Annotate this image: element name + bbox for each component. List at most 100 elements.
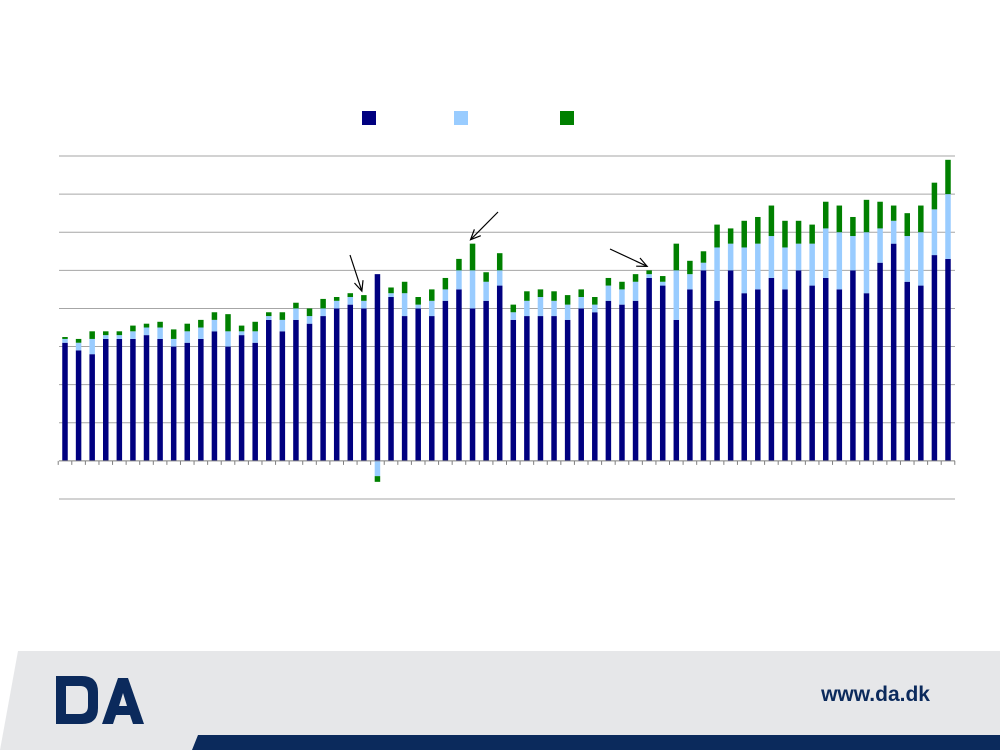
da-logo	[56, 676, 144, 724]
bar-series-1-25	[388, 297, 394, 461]
bar-series-3-9	[170, 329, 177, 339]
bar-series-1-63	[904, 281, 910, 461]
bar-series-2-36	[537, 297, 544, 317]
bar-series-3-58	[836, 205, 843, 233]
bar-series-2-29	[442, 289, 449, 301]
bar-series-1-65	[931, 255, 938, 461]
footer-url[interactable]: www.da.dk	[821, 683, 930, 706]
bar-series-2-50	[727, 243, 734, 271]
bar-series-1-58	[836, 289, 843, 461]
bar-series-1-64	[918, 285, 924, 461]
bar-series-1-38	[564, 319, 571, 461]
bar-series-3-41	[605, 277, 612, 286]
bar-series-2-9	[170, 338, 177, 347]
bar-series-2-30	[456, 270, 462, 290]
bar-series-1-28	[429, 316, 435, 461]
bar-series-2-20	[320, 308, 326, 317]
bar-series-3-22	[347, 293, 354, 298]
bar-series-3-19	[306, 308, 313, 317]
bar-series-3-26	[401, 281, 408, 294]
bar-series-2-43	[632, 281, 639, 301]
bar-series-2-48	[700, 262, 707, 271]
bar-series-1-45	[659, 285, 666, 461]
bar-series-1-33	[496, 285, 503, 461]
bar-series-1-37	[551, 316, 557, 461]
bar-series-1-24	[374, 274, 381, 461]
annotation-arrowhead-1	[354, 280, 364, 293]
bar-series-2-61	[877, 228, 883, 263]
footer-grey-panel	[0, 651, 1000, 750]
bar-series-1-22	[347, 304, 354, 461]
bar-series-2-54	[782, 247, 788, 290]
legend-swatch-series-1	[362, 111, 376, 125]
bar-series-3-39	[578, 289, 584, 298]
bar-series-3-34	[510, 304, 517, 313]
bar-series-1-29	[442, 300, 449, 461]
bar-series-2-8	[157, 327, 163, 339]
bar-series-3-36	[537, 289, 544, 298]
bar-series-2-62	[890, 220, 897, 244]
bar-series-3-59	[850, 216, 856, 237]
bar-series-1-46	[673, 319, 680, 461]
bar-series-3-47	[687, 260, 693, 275]
bar-series-3-20	[320, 298, 326, 309]
bar-series-1-14	[238, 335, 245, 461]
bar-series-3-43	[632, 274, 639, 282]
bar-series-3-57	[822, 201, 829, 229]
chart-legend	[0, 111, 1000, 127]
bar-series-2-63	[904, 236, 910, 282]
legend-swatch-series-3	[560, 111, 574, 125]
bar-series-3-40	[592, 297, 598, 305]
bar-series-3-37	[551, 291, 557, 301]
bar-series-1-60	[863, 293, 870, 461]
bar-series-2-59	[850, 236, 856, 271]
bar-series-3-2	[75, 338, 82, 343]
bar-series-3-33	[496, 253, 503, 271]
bar-series-2-14	[238, 331, 245, 336]
bar-series-1-17	[279, 331, 286, 461]
bar-series-2-51	[741, 247, 747, 294]
bar-series-1-43	[632, 300, 639, 461]
bar-series-1-21	[333, 308, 340, 461]
bar-series-2-10	[184, 331, 191, 343]
bar-series-2-21	[333, 300, 340, 309]
bar-series-3-25	[388, 287, 394, 294]
bar-series-2-17	[279, 319, 286, 332]
bar-series-1-41	[605, 300, 612, 461]
bar-series-2-58	[836, 232, 843, 290]
bar-series-1-36	[537, 316, 544, 461]
bar-series-2-55	[795, 243, 802, 271]
bar-series-1-39	[578, 308, 584, 461]
bar-series-3-62	[890, 205, 897, 221]
bar-series-1-52	[755, 289, 761, 461]
bar-series-3-31	[469, 243, 476, 271]
bar-series-2-11	[198, 327, 204, 339]
bar-series-1-20	[320, 316, 326, 461]
bar-series-2-27	[415, 304, 421, 309]
bar-series-3-1	[62, 337, 68, 339]
bar-series-1-66	[945, 258, 951, 461]
bar-series-3-6	[130, 325, 136, 332]
annotation-arrow-3	[609, 248, 648, 267]
bar-series-2-25	[388, 293, 394, 298]
bar-series-2-24	[374, 460, 381, 477]
bar-series-3-54	[782, 220, 788, 248]
bar-series-3-44	[646, 270, 652, 275]
bar-series-2-32	[483, 281, 489, 301]
bar-series-1-59	[850, 270, 856, 461]
bar-series-2-35	[524, 300, 530, 317]
bar-series-2-47	[687, 274, 693, 290]
bar-series-2-40	[592, 304, 598, 313]
bar-series-3-32	[483, 272, 489, 282]
bar-series-2-46	[673, 270, 680, 320]
legend-item-series-1	[362, 111, 382, 125]
legend-item-series-2	[454, 111, 474, 125]
bar-series-1-5	[116, 338, 123, 461]
bar-series-1-30	[456, 289, 462, 461]
bar-series-2-65	[931, 209, 938, 256]
bar-series-1-57	[822, 277, 829, 461]
bar-series-1-51	[741, 293, 747, 461]
bar-series-2-1	[62, 338, 68, 343]
bar-series-1-23	[361, 308, 367, 461]
